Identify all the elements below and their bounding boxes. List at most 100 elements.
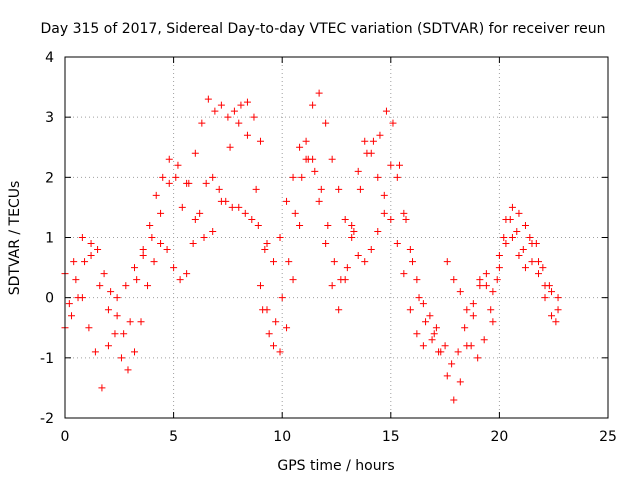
data-point	[341, 215, 349, 223]
data-point	[448, 360, 456, 368]
data-point	[400, 270, 408, 278]
data-point	[148, 234, 156, 241]
data-point	[235, 203, 243, 211]
data-point	[413, 276, 421, 284]
data-point	[202, 179, 210, 187]
data-point	[461, 324, 469, 332]
data-point	[528, 258, 536, 266]
data-point	[361, 258, 369, 266]
y-tick-label: 1	[45, 231, 54, 247]
data-point	[65, 300, 73, 308]
data-point	[521, 221, 529, 229]
data-point	[254, 221, 262, 229]
data-point	[96, 282, 104, 290]
data-point	[296, 143, 304, 151]
data-point	[170, 264, 178, 272]
data-point	[200, 234, 208, 241]
data-point	[506, 215, 514, 223]
points-layer	[61, 89, 562, 404]
data-point	[419, 342, 427, 350]
data-point	[348, 234, 356, 241]
data-point	[500, 234, 508, 241]
data-point	[317, 185, 325, 193]
data-point	[335, 306, 343, 314]
data-point	[508, 234, 516, 241]
data-point	[263, 240, 271, 248]
data-point	[98, 384, 106, 392]
data-point	[541, 294, 549, 302]
data-point	[289, 276, 297, 284]
data-point	[209, 227, 217, 235]
data-point	[330, 258, 338, 266]
data-point	[291, 209, 299, 217]
data-point	[157, 240, 165, 248]
data-point	[250, 113, 258, 121]
data-point	[217, 101, 225, 109]
data-point	[322, 240, 330, 248]
data-point	[131, 348, 139, 356]
data-point	[248, 215, 256, 223]
data-point	[367, 149, 375, 157]
data-point	[309, 155, 317, 163]
data-point	[426, 312, 434, 320]
data-point	[380, 209, 388, 217]
data-point	[94, 246, 102, 254]
data-point	[369, 137, 377, 145]
data-point	[144, 282, 152, 290]
y-axis-title: SDTVAR / TECUs	[7, 181, 23, 296]
data-point	[117, 354, 125, 362]
data-point	[204, 95, 212, 103]
data-point	[495, 252, 503, 260]
x-tick-label: 25	[599, 429, 617, 445]
data-point	[91, 348, 99, 356]
data-point	[476, 282, 484, 290]
data-point	[354, 252, 362, 260]
data-point	[81, 258, 89, 266]
data-point	[450, 276, 458, 284]
data-point	[534, 258, 542, 266]
data-point	[348, 221, 356, 229]
data-point	[228, 203, 236, 211]
tick-layer: 0 5 10 15 20 25 -2 -1 0 1 2 3 4	[40, 50, 617, 445]
data-point	[261, 246, 269, 254]
data-point	[456, 288, 464, 296]
data-point	[430, 330, 438, 338]
data-point	[104, 306, 112, 314]
data-point	[482, 270, 490, 278]
data-point	[361, 137, 369, 145]
data-point	[554, 306, 562, 314]
data-point	[311, 167, 319, 175]
data-point	[539, 264, 547, 272]
data-point	[441, 342, 449, 350]
data-point	[474, 354, 482, 362]
data-point	[519, 246, 527, 254]
data-point	[259, 306, 267, 314]
data-point	[243, 98, 251, 106]
y-tick-label: 0	[45, 291, 54, 307]
data-point	[191, 149, 199, 157]
data-point	[137, 318, 145, 326]
data-point	[493, 276, 501, 284]
data-point	[113, 294, 121, 302]
data-point	[443, 372, 451, 380]
grid-layer	[65, 57, 608, 418]
data-point	[406, 246, 414, 254]
data-point	[489, 288, 497, 296]
data-point	[413, 330, 421, 338]
data-point	[467, 342, 475, 350]
data-point	[72, 276, 80, 284]
data-point	[178, 203, 186, 211]
data-point	[324, 221, 332, 229]
data-point	[382, 107, 390, 115]
data-point	[298, 173, 306, 181]
data-point	[322, 119, 330, 127]
data-point	[85, 324, 93, 332]
data-point	[469, 312, 477, 320]
data-point	[335, 185, 343, 193]
data-point	[487, 306, 495, 314]
data-point	[126, 318, 134, 326]
data-point	[513, 227, 521, 235]
data-point	[450, 396, 458, 404]
data-point	[78, 294, 86, 302]
data-point	[489, 318, 497, 326]
